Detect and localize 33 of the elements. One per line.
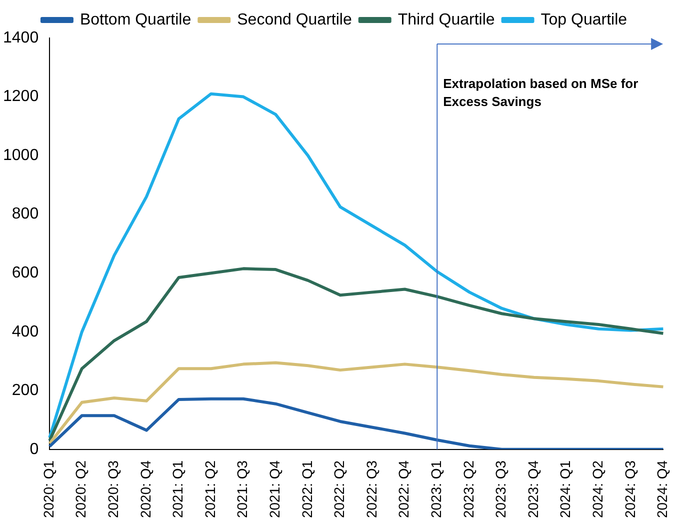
y-tick-label: 1400 xyxy=(3,29,39,46)
y-tick-label: 1000 xyxy=(3,146,39,164)
y-tick-label: 400 xyxy=(12,323,39,340)
x-tick-label: 2022: Q4 xyxy=(396,460,412,518)
x-tick-label: 2021: Q2 xyxy=(202,460,218,518)
x-tick-label: 2021: Q1 xyxy=(170,460,186,518)
legend-label: Bottom Quartile xyxy=(80,11,192,28)
y-tick-label: 200 xyxy=(12,382,39,400)
x-tick-label: 2023: Q4 xyxy=(524,460,541,518)
legend-label: Third Quartile xyxy=(398,11,495,28)
x-tick-label: 2022: Q3 xyxy=(363,460,380,518)
y-tick-label: 1200 xyxy=(3,88,39,106)
x-tick-label: 2024: Q3 xyxy=(622,460,638,518)
x-tick-label: 2024: Q2 xyxy=(589,460,606,518)
x-tick-label: 2021: Q3 xyxy=(234,460,250,518)
x-tick-label: 2023: Q2 xyxy=(460,460,476,518)
x-tick-label: 2020: Q3 xyxy=(105,460,122,518)
ref-line-label: Extrapolation based on MSe for Excess Savings xyxy=(443,76,638,110)
x-tick-label: 2021: Q4 xyxy=(266,460,283,518)
x-tick-label: 2024: Q4 xyxy=(654,460,670,518)
x-tick-label: 2024: Q1 xyxy=(557,460,574,518)
y-tick-label: 0 xyxy=(30,440,39,458)
x-tick-label: 2020: Q1 xyxy=(40,460,56,518)
x-tick-label: 2022: Q1 xyxy=(298,460,315,518)
x-tick-label: 2022: Q2 xyxy=(331,460,348,518)
legend-label: Second Quartile xyxy=(237,11,352,28)
x-tick-label: 2023: Q3 xyxy=(492,460,509,518)
y-tick-label: 600 xyxy=(12,264,39,282)
y-tick-label: 800 xyxy=(12,206,39,223)
x-tick-label: 2023: Q1 xyxy=(428,460,444,518)
legend-label: Top Quartile xyxy=(540,11,628,28)
x-tick-label: 2020: Q2 xyxy=(72,460,89,518)
x-tick-label: 2020: Q4 xyxy=(137,460,154,518)
